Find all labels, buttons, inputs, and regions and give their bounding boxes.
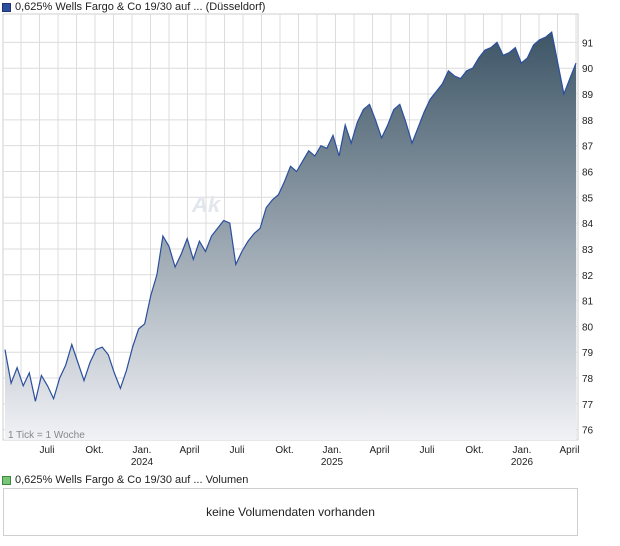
x-year-label: 2024	[131, 457, 154, 468]
y-tick-label: 84	[582, 219, 594, 230]
y-tick-label: 78	[582, 374, 594, 385]
year-labels: 2024 2025 2026	[131, 457, 534, 468]
y-axis-ticks: 76 77 78 79 80 81 82 83 84 85 86 87 88 89 90 91	[582, 38, 594, 436]
price-line	[4, 30, 577, 402]
x-axis-ticks: Juli Okt. Jan. April Juli Okt. Jan. April Juli Ok…	[39, 445, 579, 456]
y-tick-label: 81	[582, 297, 594, 308]
volume-legend: 0,625% Wells Fargo & Co 19/30 auf ... Vo…	[2, 473, 248, 487]
x-tick-label: April	[559, 445, 579, 456]
x-tick-label: Jan.	[513, 445, 532, 456]
y-tick-label: 91	[582, 38, 594, 49]
tick-note: 1 Tick = 1 Woche	[8, 430, 85, 441]
x-tick-label: April	[369, 445, 389, 456]
x-year-label: 2025	[321, 457, 344, 468]
y-tick-label: 79	[582, 348, 594, 359]
y-tick-label: 87	[582, 142, 594, 153]
x-tick-label: Juli	[229, 445, 244, 456]
volume-panel: keine Volumendaten vorhanden	[3, 488, 578, 536]
y-tick-label: 85	[582, 193, 594, 204]
y-tick-label: 88	[582, 116, 594, 127]
x-tick-label: Juli	[419, 445, 434, 456]
x-year-label: 2026	[511, 457, 534, 468]
x-tick-label: Okt.	[465, 445, 483, 456]
price-legend: 0,625% Wells Fargo & Co 19/30 auf ... (D…	[2, 0, 265, 14]
watermark: Ak	[191, 192, 222, 217]
volume-empty-message: keine Volumendaten vorhanden	[206, 505, 375, 519]
y-tick-label: 83	[582, 245, 594, 256]
price-legend-label: 0,625% Wells Fargo & Co 19/30 auf ... (D…	[15, 1, 266, 13]
y-tick-label: 82	[582, 271, 594, 282]
x-tick-label: Juli	[39, 445, 54, 456]
y-tick-label: 77	[582, 400, 594, 411]
y-tick-label: 76	[582, 426, 594, 437]
y-tick-label: 90	[582, 64, 594, 75]
x-tick-label: April	[179, 445, 199, 456]
volume-legend-swatch	[2, 475, 11, 485]
y-tick-label: 89	[582, 90, 594, 101]
volume-legend-label: 0,625% Wells Fargo & Co 19/30 auf ... Vo…	[15, 474, 249, 486]
x-tick-label: Jan.	[323, 445, 342, 456]
price-legend-swatch	[2, 2, 11, 12]
y-tick-label: 86	[582, 167, 594, 178]
x-tick-label: Okt.	[275, 445, 293, 456]
y-tick-label: 80	[582, 322, 594, 333]
price-chart: Ak 76 77 78 79 80 81 82 83 84 85 86 87 88 89 90 91 Juli…	[2, 13, 594, 468]
x-tick-label: Okt.	[85, 445, 103, 456]
x-tick-label: Jan.	[133, 445, 152, 456]
price-area	[5, 32, 576, 440]
